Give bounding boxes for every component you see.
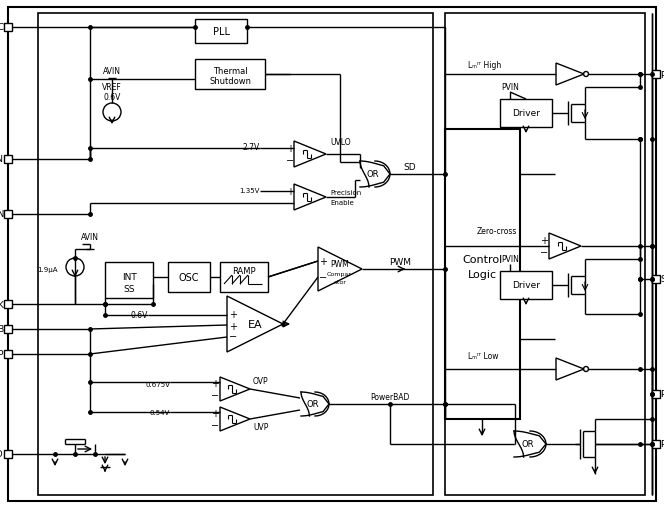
Bar (4, 350, 12, 358)
Bar (4, 450, 12, 458)
Bar (38, 14, 433, 495)
Bar (652, 440, 660, 448)
Text: Control: Control (462, 254, 502, 265)
Bar (652, 390, 660, 398)
Text: PGND: PGND (660, 390, 664, 399)
Text: FB: FB (0, 325, 4, 334)
Text: SS/TRK: SS/TRK (0, 300, 4, 309)
Text: −: − (211, 390, 219, 400)
Bar (652, 71, 660, 79)
Text: SD: SD (404, 163, 416, 172)
Bar (500, 271, 552, 299)
Text: VREF: VREF (102, 82, 122, 91)
Text: +: + (319, 257, 327, 267)
Text: +: + (211, 378, 219, 388)
Text: 1.9μA: 1.9μA (37, 267, 58, 272)
Text: PVIN: PVIN (660, 70, 664, 79)
Text: −: − (229, 331, 237, 342)
Text: UVLO: UVLO (330, 138, 351, 147)
Text: PWM: PWM (331, 260, 349, 269)
Text: EA: EA (248, 319, 262, 329)
Text: OSC: OSC (179, 272, 199, 282)
Bar (195, 20, 247, 44)
Text: Enable: Enable (330, 200, 354, 206)
Text: Logic: Logic (467, 269, 497, 279)
Bar (4, 24, 12, 32)
Text: +: + (286, 187, 294, 196)
Text: Zero-cross: Zero-cross (477, 227, 517, 236)
Text: −: − (286, 199, 294, 209)
Text: Lₘᴵᵀ Low: Lₘᴵᵀ Low (468, 352, 499, 361)
Bar (195, 60, 265, 90)
Text: 2.7V: 2.7V (243, 143, 260, 152)
Text: PVIN: PVIN (501, 255, 519, 264)
Text: Precision: Precision (330, 190, 361, 195)
Text: −: − (540, 247, 548, 258)
Text: 0.675V: 0.675V (145, 381, 170, 387)
Text: 0.6V: 0.6V (131, 311, 148, 320)
Text: SYNC: SYNC (0, 23, 4, 33)
Text: AGND: AGND (0, 449, 4, 459)
Text: PWM: PWM (389, 258, 411, 267)
Bar (445, 14, 645, 495)
Bar (4, 325, 12, 333)
Bar (445, 130, 520, 419)
Text: RAMP: RAMP (232, 267, 256, 276)
Text: PVIN: PVIN (501, 83, 519, 92)
Text: Thermal: Thermal (212, 66, 247, 75)
Text: PowerBAD: PowerBAD (371, 393, 410, 402)
Text: PLL: PLL (212, 27, 230, 37)
Text: UVP: UVP (253, 422, 268, 432)
Bar (220, 263, 268, 293)
Text: Compar-: Compar- (327, 272, 353, 277)
Text: OR: OR (367, 170, 379, 179)
Text: +: + (286, 144, 294, 154)
Text: 0.54V: 0.54V (150, 409, 170, 415)
Bar (4, 300, 12, 308)
Text: AVIN: AVIN (103, 67, 121, 76)
Text: 1.35V: 1.35V (240, 188, 260, 193)
Text: AVIN: AVIN (81, 233, 99, 242)
Text: 0.6V: 0.6V (104, 92, 121, 101)
Text: +: + (211, 408, 219, 418)
Text: OR: OR (307, 400, 319, 409)
Text: EN: EN (0, 210, 4, 219)
Text: Lₘᴵᵀ High: Lₘᴵᵀ High (468, 61, 501, 69)
Bar (4, 211, 12, 218)
Text: INT: INT (122, 273, 136, 282)
Text: −: − (286, 156, 294, 165)
Text: +: + (229, 321, 237, 331)
Text: +: + (540, 236, 548, 245)
Text: SW: SW (660, 275, 664, 284)
Bar (168, 263, 210, 293)
Text: Shutdown: Shutdown (209, 76, 251, 86)
Text: AVIN: AVIN (0, 155, 4, 164)
Bar (652, 275, 660, 284)
Text: ator: ator (333, 280, 347, 285)
Text: OVP: OVP (253, 377, 269, 386)
Bar (500, 100, 552, 128)
Text: −: − (211, 420, 219, 430)
Text: +: + (229, 309, 237, 319)
Text: −: − (319, 272, 327, 282)
Text: COMP: COMP (0, 350, 4, 359)
Bar (105, 263, 153, 298)
Text: Driver: Driver (512, 281, 540, 290)
Text: PGOOD: PGOOD (660, 440, 664, 448)
Text: Driver: Driver (512, 109, 540, 118)
Text: SS: SS (124, 285, 135, 294)
Text: OR: OR (522, 440, 535, 448)
Bar (4, 156, 12, 164)
